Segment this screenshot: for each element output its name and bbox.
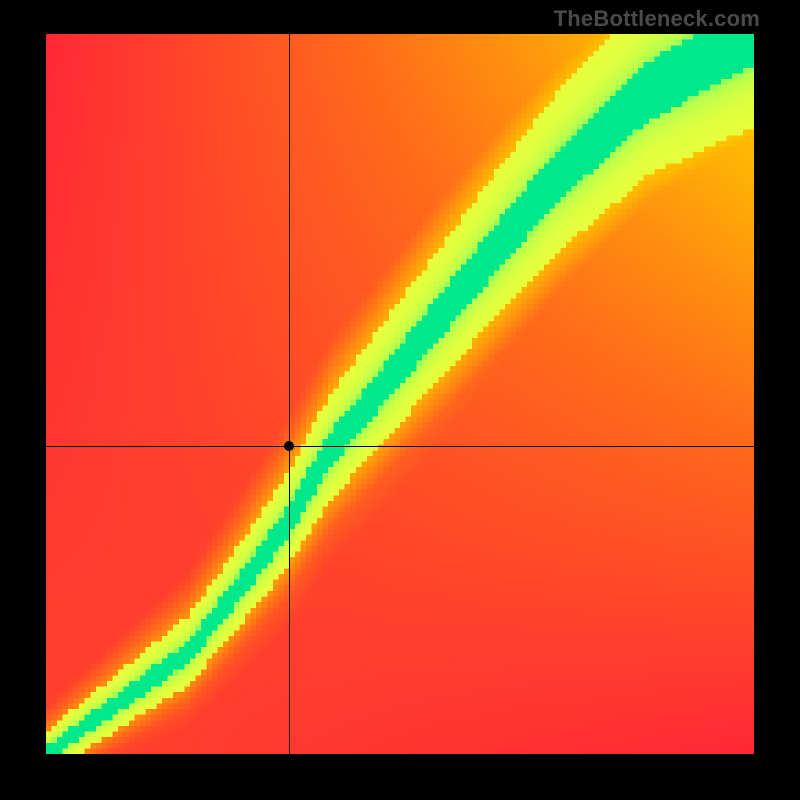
crosshair-marker <box>284 441 294 451</box>
crosshair-vertical <box>289 34 290 754</box>
heatmap-canvas <box>46 34 754 754</box>
watermark-text: TheBottleneck.com <box>554 6 760 32</box>
heatmap-plot <box>46 34 754 754</box>
chart-container: TheBottleneck.com <box>0 0 800 800</box>
crosshair-horizontal <box>46 446 754 447</box>
